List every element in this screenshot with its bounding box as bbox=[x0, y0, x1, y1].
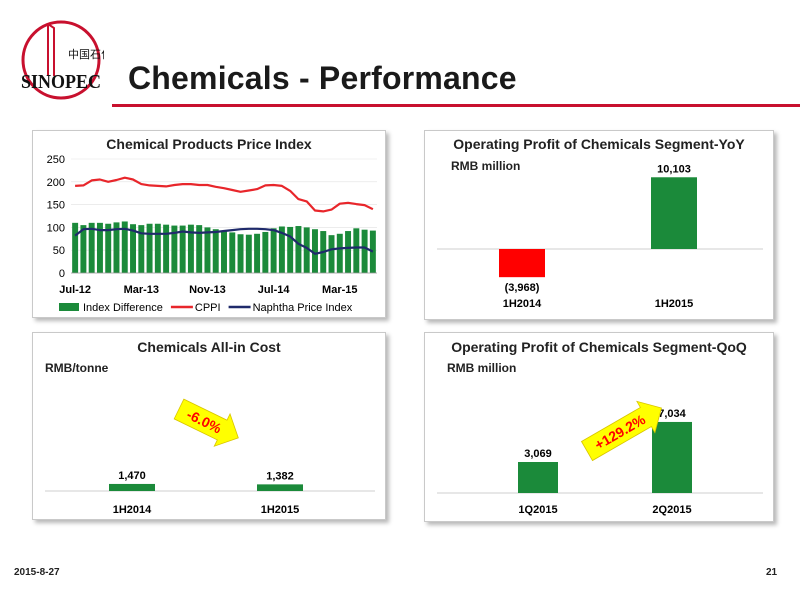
index-difference-bar bbox=[212, 229, 219, 273]
index-difference-bar bbox=[245, 234, 252, 273]
x-tick-label: Jul-12 bbox=[59, 284, 91, 296]
index-difference-bar bbox=[336, 233, 343, 273]
value-bar bbox=[651, 177, 697, 249]
index-difference-bar bbox=[237, 234, 244, 273]
index-difference-bar bbox=[270, 228, 277, 273]
change-arrow bbox=[173, 398, 239, 447]
index-difference-bar bbox=[105, 223, 112, 273]
index-difference-bar bbox=[295, 226, 302, 273]
legend-entry: Index Difference bbox=[83, 302, 163, 314]
y-tick-label: 50 bbox=[53, 245, 65, 257]
page-title: Chemicals - Performance bbox=[128, 60, 517, 96]
qoq-profit-title: Operating Profit of Chemicals Segment-Qo… bbox=[451, 339, 747, 355]
price-index-panel: Chemical Products Price Index 0 50 100 150 2… bbox=[32, 130, 386, 318]
value-bar bbox=[518, 462, 558, 493]
index-difference-bar bbox=[88, 222, 95, 273]
index-difference-bar bbox=[278, 226, 285, 273]
yoy-unit-label: RMB million bbox=[451, 159, 521, 173]
index-difference-bar bbox=[287, 226, 294, 273]
index-difference-bar bbox=[229, 232, 236, 273]
index-difference-bar bbox=[146, 223, 153, 273]
footer-date: 2015-8-27 bbox=[14, 567, 60, 578]
category-label: 1Q2015 bbox=[518, 504, 557, 516]
index-difference-bar bbox=[171, 225, 178, 273]
value-bar bbox=[109, 483, 155, 491]
change-arrow bbox=[580, 400, 662, 462]
x-tick-label: Mar-15 bbox=[322, 284, 357, 296]
index-difference-bar bbox=[163, 224, 170, 273]
header-rule bbox=[112, 104, 800, 107]
x-tick-label: Jul-14 bbox=[258, 284, 291, 296]
yoy-profit-chart: (3,968) 1H2014 10,103 1H2015 bbox=[437, 163, 763, 310]
index-difference-bar bbox=[361, 229, 368, 273]
index-difference-bar bbox=[254, 233, 261, 273]
category-label: 1H2014 bbox=[503, 298, 542, 310]
index-difference-bar bbox=[72, 222, 79, 273]
y-tick-label: 150 bbox=[47, 200, 65, 212]
logo-chinese-text: 中国石化 bbox=[68, 47, 104, 61]
value-bar bbox=[652, 421, 692, 493]
index-difference-bar bbox=[138, 225, 145, 273]
index-difference-bar bbox=[369, 230, 376, 273]
index-difference-bar bbox=[262, 231, 269, 273]
yoy-profit-title: Operating Profit of Chemicals Segment-Yo… bbox=[453, 136, 745, 152]
legend-entry: Naphtha Price Index bbox=[253, 302, 353, 314]
page-number: 21 bbox=[766, 567, 778, 578]
index-difference-bar bbox=[345, 231, 352, 273]
x-tick-label: Mar-13 bbox=[124, 284, 159, 296]
qoq-unit-label: RMB million bbox=[447, 361, 517, 375]
category-label: 1H2015 bbox=[655, 298, 694, 310]
data-label: 1,470 bbox=[118, 470, 146, 482]
data-label: 1,382 bbox=[266, 470, 294, 482]
sinopec-logo: 中国石化 SINOPEC bbox=[21, 20, 104, 100]
naphtha-price-line bbox=[74, 227, 374, 255]
y-tick-label: 200 bbox=[47, 177, 65, 189]
yoy-profit-panel: Operating Profit of Chemicals Segment-Yo… bbox=[424, 130, 774, 320]
legend-swatch bbox=[59, 303, 79, 311]
y-tick-label: 250 bbox=[47, 154, 65, 166]
price-index-chart: 0 50 100 150 200 250 Jul-12 Mar-13 Nov-13 Jul-14 M… bbox=[47, 154, 377, 314]
value-bar bbox=[257, 484, 303, 491]
index-difference-bar bbox=[121, 221, 128, 273]
index-difference-bar bbox=[353, 228, 360, 273]
cppi-line bbox=[75, 176, 374, 213]
index-difference-bar bbox=[196, 225, 203, 273]
index-difference-bar bbox=[113, 222, 120, 273]
index-difference-bar bbox=[179, 225, 186, 273]
data-label: 3,069 bbox=[524, 448, 552, 460]
index-difference-bar bbox=[303, 227, 310, 273]
price-index-title: Chemical Products Price Index bbox=[106, 136, 312, 152]
category-label: 1H2014 bbox=[113, 504, 152, 516]
index-difference-bar bbox=[204, 227, 211, 273]
x-tick-label: Nov-13 bbox=[189, 284, 226, 296]
index-difference-bar bbox=[96, 222, 103, 273]
y-tick-label: 100 bbox=[47, 222, 65, 234]
cost-unit-label: RMB/tonne bbox=[45, 361, 109, 375]
index-difference-bar bbox=[328, 235, 335, 273]
value-bar bbox=[499, 249, 545, 278]
index-difference-bar bbox=[311, 229, 318, 273]
data-label: 10,103 bbox=[657, 163, 691, 175]
y-tick-label: 0 bbox=[59, 268, 65, 280]
data-label: (3,968) bbox=[505, 282, 540, 294]
all-in-cost-title: Chemicals All-in Cost bbox=[137, 339, 281, 355]
all-in-cost-chart: 1,470 1H2014 1,382 1H2015 -6.0% bbox=[45, 398, 375, 516]
index-difference-bar bbox=[221, 230, 227, 273]
index-difference-bar bbox=[80, 225, 87, 273]
all-in-cost-panel: Chemicals All-in Cost RMB/tonne 1,470 1H2… bbox=[32, 332, 386, 520]
change-arrow-group: -6.0% bbox=[173, 398, 239, 447]
index-difference-bar bbox=[130, 224, 137, 273]
category-label: 1H2015 bbox=[261, 504, 300, 516]
qoq-profit-panel: Operating Profit of Chemicals Segment-Qo… bbox=[424, 332, 774, 522]
legend-entry: CPPI bbox=[195, 302, 221, 314]
data-label: 7,034 bbox=[658, 408, 686, 420]
index-difference-bar bbox=[187, 224, 194, 273]
logo-wordmark: SINOPEC bbox=[21, 71, 101, 93]
index-difference-bar bbox=[154, 223, 161, 273]
category-label: 2Q2015 bbox=[652, 504, 691, 516]
